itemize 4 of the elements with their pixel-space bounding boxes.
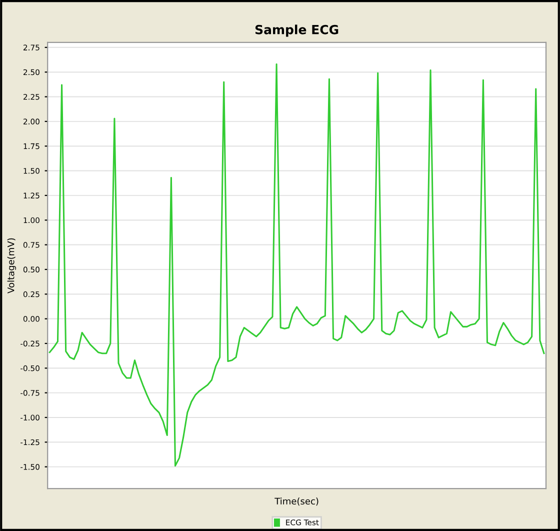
y-axis-title: Voltage(mV) — [7, 238, 16, 294]
chart-title: Sample ECG — [255, 24, 338, 37]
x-axis-title: Time(sec) — [274, 498, 318, 506]
line-series — [48, 63, 545, 467]
